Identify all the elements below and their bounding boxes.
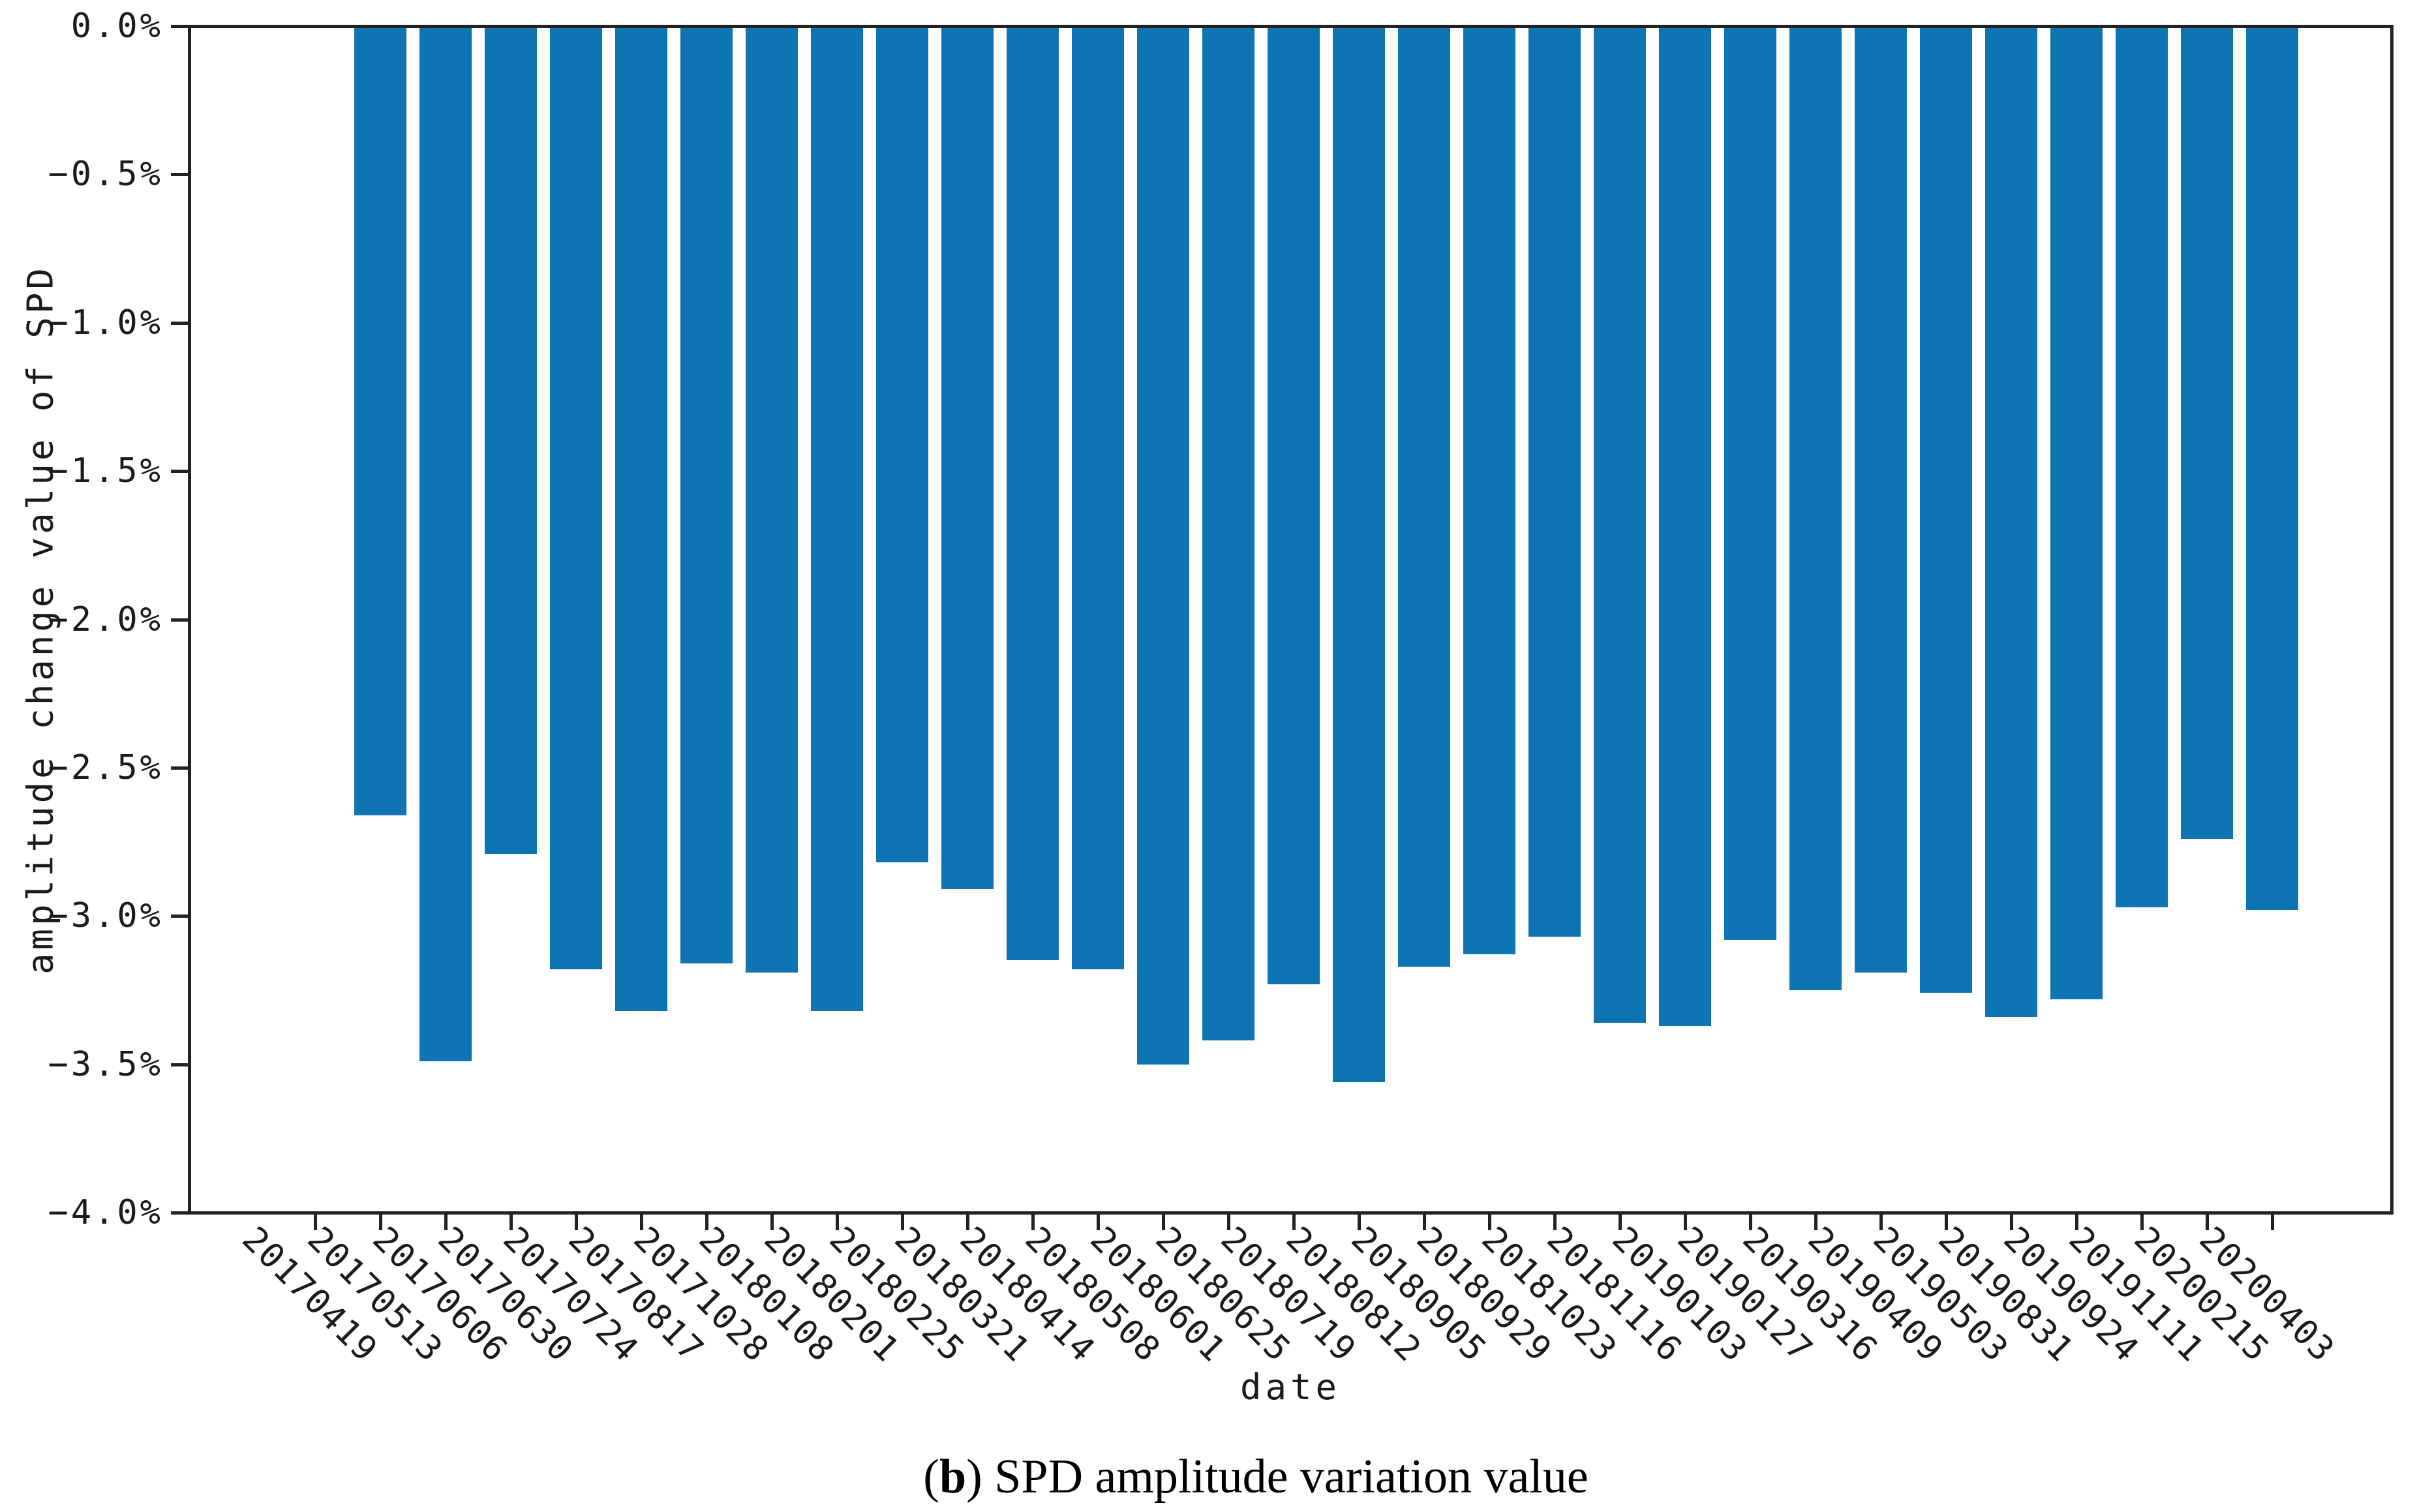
bar-20180508 (1072, 26, 1124, 969)
bar-20180201 (811, 26, 863, 1011)
y-tick-label: −2.5% (48, 748, 163, 787)
x-axis-title: date (1239, 1367, 1341, 1408)
y-tick-label: −3.0% (48, 896, 163, 936)
x-tick-mark (1553, 1215, 1557, 1230)
bar-20180625 (1202, 26, 1254, 1040)
bar-20190924 (2050, 26, 2103, 999)
bar-20180108 (746, 26, 798, 973)
x-tick-mark (1097, 1215, 1100, 1230)
bar-20170630 (485, 26, 537, 854)
y-tick-mark (171, 1211, 188, 1215)
x-tick-mark (901, 1215, 904, 1230)
bar-20170817 (615, 26, 667, 1011)
bar-20190103 (1659, 26, 1711, 1026)
y-tick-label: −1.0% (48, 303, 163, 342)
bar-20190316 (1789, 26, 1842, 990)
x-tick-mark (509, 1215, 513, 1230)
y-tick-mark (171, 321, 188, 325)
bar-20180905 (1398, 26, 1450, 967)
x-tick-mark (1749, 1215, 1752, 1230)
bar-20180321 (941, 26, 994, 889)
x-tick-mark (2271, 1215, 2274, 1230)
y-tick-label: −1.5% (48, 451, 163, 491)
bar-20191111 (2116, 26, 2168, 907)
y-tick-mark (171, 173, 188, 177)
caption-bold-letter: b (939, 1450, 967, 1504)
x-tick-mark (575, 1215, 578, 1230)
x-tick-mark (1162, 1215, 1165, 1230)
x-tick-mark (1227, 1215, 1230, 1230)
y-tick-label: −2.0% (48, 599, 163, 639)
x-tick-mark (379, 1215, 382, 1230)
y-axis-title: amplitude change value of SPD (20, 265, 61, 975)
caption-open-paren: ( (923, 1450, 939, 1504)
x-tick-mark (966, 1215, 969, 1230)
x-tick-mark (1031, 1215, 1035, 1230)
x-tick-mark (1619, 1215, 1622, 1230)
bar-20180414 (1007, 26, 1059, 960)
y-tick-mark (171, 470, 188, 474)
y-tick-mark (171, 915, 188, 918)
bar-20170606 (419, 26, 472, 1061)
x-tick-mark (2206, 1215, 2209, 1230)
y-tick-mark (171, 25, 188, 28)
x-tick-mark (2075, 1215, 2078, 1230)
bar-20200215 (2181, 26, 2233, 839)
x-tick-mark (2140, 1215, 2144, 1230)
bar-20170724 (550, 26, 602, 969)
axis-spine-left (188, 25, 191, 1215)
x-tick-mark (1945, 1215, 1948, 1230)
y-tick-mark (171, 618, 188, 622)
x-tick-mark (1292, 1215, 1296, 1230)
bar-20170513 (354, 26, 406, 815)
bar-20180601 (1137, 26, 1189, 1065)
x-tick-mark (1684, 1215, 1687, 1230)
bar-20171028 (680, 26, 733, 963)
figure-caption: (b) SPD amplitude variation value (923, 1449, 1588, 1505)
bar-20181023 (1528, 26, 1581, 937)
bar-20181116 (1594, 26, 1646, 1023)
axis-spine-top (188, 25, 2394, 28)
x-tick-mark (640, 1215, 643, 1230)
y-tick-mark (171, 766, 188, 770)
y-tick-mark (171, 1063, 188, 1066)
x-tick-mark (1423, 1215, 1426, 1230)
bar-20190503 (1920, 26, 1972, 993)
x-tick-mark (1879, 1215, 1883, 1230)
x-tick-mark (2010, 1215, 2013, 1230)
caption-text: ) SPD amplitude variation value (966, 1450, 1589, 1504)
x-tick-mark (314, 1215, 317, 1230)
x-tick-mark (444, 1215, 448, 1230)
axis-spine-bottom (188, 1211, 2394, 1215)
y-tick-label: −0.5% (48, 155, 163, 194)
x-tick-mark (1488, 1215, 1491, 1230)
y-tick-label: −3.5% (48, 1044, 163, 1084)
y-tick-label: 0.0% (70, 7, 163, 46)
bar-20180929 (1463, 26, 1515, 954)
x-tick-mark (1814, 1215, 1817, 1230)
bar-20180812 (1333, 26, 1385, 1082)
bar-20180719 (1268, 26, 1320, 984)
bar-20200403 (2246, 26, 2298, 910)
bar-20190127 (1724, 26, 1776, 940)
axis-spine-right (2390, 25, 2394, 1215)
bar-20190409 (1855, 26, 1907, 973)
bar-20180225 (876, 26, 928, 862)
x-tick-mark (1358, 1215, 1361, 1230)
bar-20190831 (1985, 26, 2037, 1017)
y-tick-label: −4.0% (48, 1193, 163, 1232)
x-tick-mark (770, 1215, 774, 1230)
x-tick-mark (705, 1215, 708, 1230)
x-tick-mark (836, 1215, 839, 1230)
